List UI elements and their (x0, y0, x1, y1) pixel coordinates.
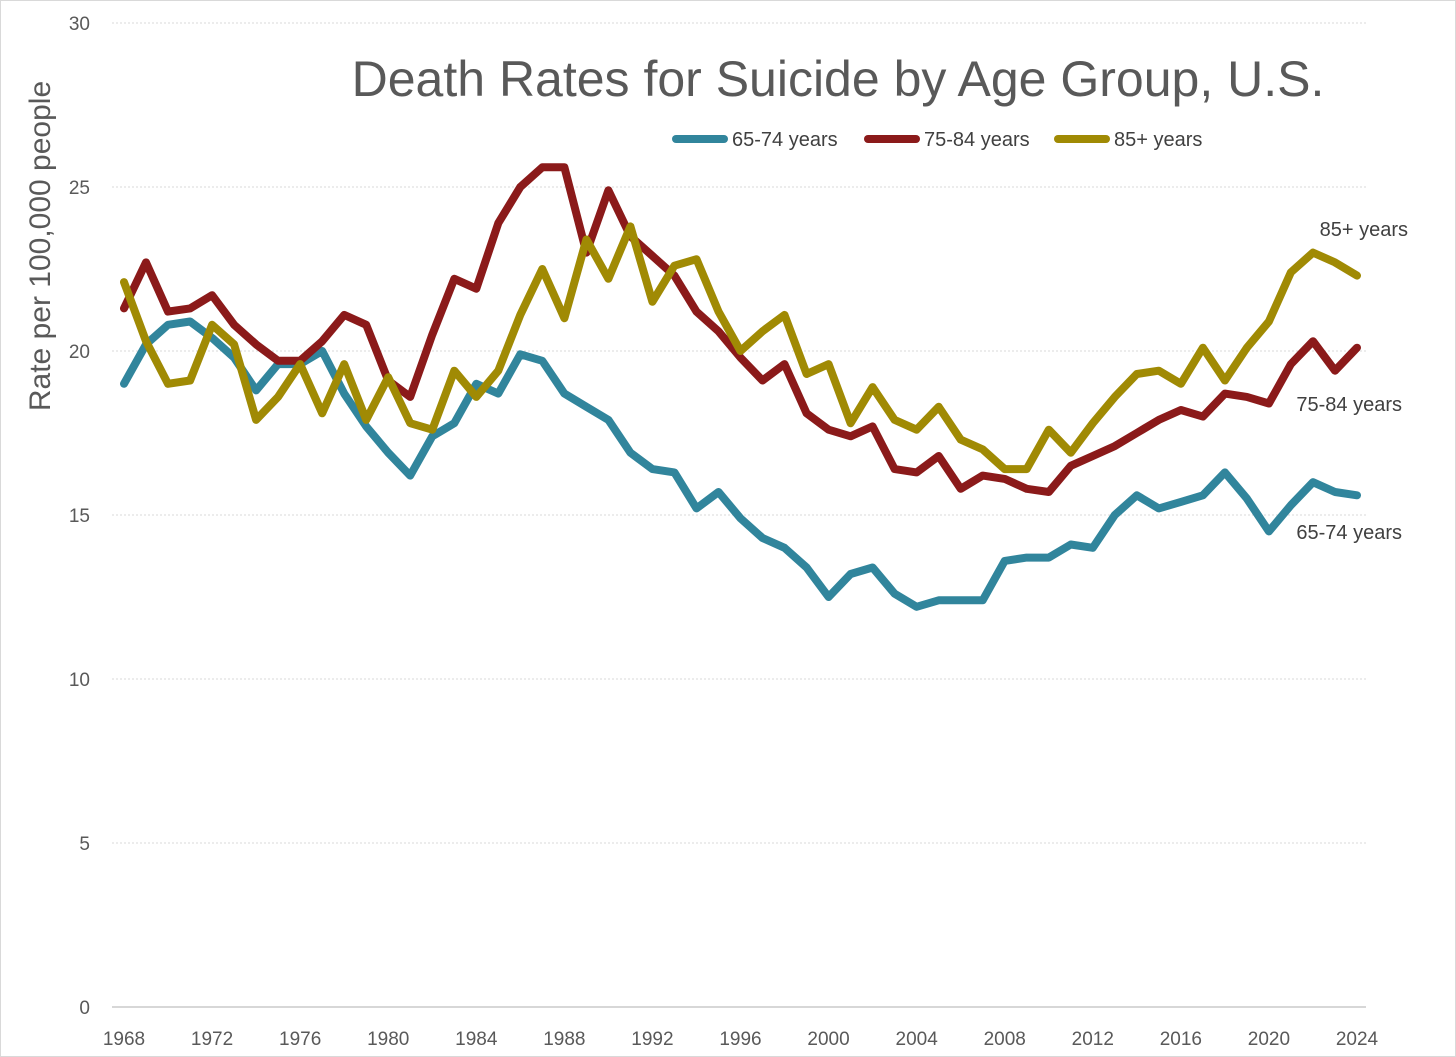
series-line-65-74-years (120, 317, 1361, 611)
legend-label: 75-84 years (924, 129, 1030, 151)
x-tick-label: 2008 (984, 1029, 1026, 1050)
legend-label: 85+ years (1114, 129, 1202, 151)
chart-title: Death Rates for Suicide by Age Group, U.… (352, 51, 1325, 107)
x-tick-label: 1984 (455, 1029, 498, 1050)
series-line-85-years (120, 222, 1361, 474)
y-tick-label: 5 (79, 834, 90, 855)
x-tick-label: 2020 (1248, 1029, 1290, 1050)
y-axis-ticks: 0 5 10 15 20 25 30 (69, 14, 90, 1019)
end-label-65-74-years: 65-74 years (1296, 522, 1402, 544)
y-tick-label: 25 (69, 178, 90, 199)
series-end-labels: 65-74 years 75-84 years 85+ years (1296, 219, 1408, 544)
end-label-75-84-years: 75-84 years (1296, 394, 1402, 416)
series (120, 163, 1361, 611)
y-tick-label: 20 (69, 342, 90, 363)
series-line-75-84-years (120, 163, 1361, 496)
y-tick-label: 30 (69, 14, 90, 35)
x-tick-label: 2000 (807, 1029, 849, 1050)
end-label-85-years: 85+ years (1320, 219, 1408, 241)
x-tick-label: 2016 (1160, 1029, 1202, 1050)
legend-label: 65-74 years (732, 129, 838, 151)
x-tick-label: 1996 (719, 1029, 761, 1050)
x-tick-label: 2012 (1072, 1029, 1114, 1050)
y-tick-label: 15 (69, 506, 90, 527)
y-tick-label: 0 (79, 998, 90, 1019)
legend: 65-74 years 75-84 years 85+ years (672, 129, 1202, 151)
x-tick-label: 1988 (543, 1029, 585, 1050)
y-axis-title: Rate per 100,000 people (24, 81, 57, 411)
x-tick-label: 2024 (1336, 1029, 1379, 1050)
x-tick-label: 1992 (631, 1029, 673, 1050)
y-tick-label: 10 (69, 670, 90, 691)
x-tick-label: 1968 (103, 1029, 145, 1050)
x-tick-label: 1980 (367, 1029, 409, 1050)
x-tick-label: 2004 (896, 1029, 939, 1050)
x-tick-label: 1972 (191, 1029, 233, 1050)
x-tick-label: 1976 (279, 1029, 321, 1050)
x-axis-ticks: 1968 1972 1976 1980 1984 1988 1992 1996 2000 2004… (103, 1029, 1379, 1050)
